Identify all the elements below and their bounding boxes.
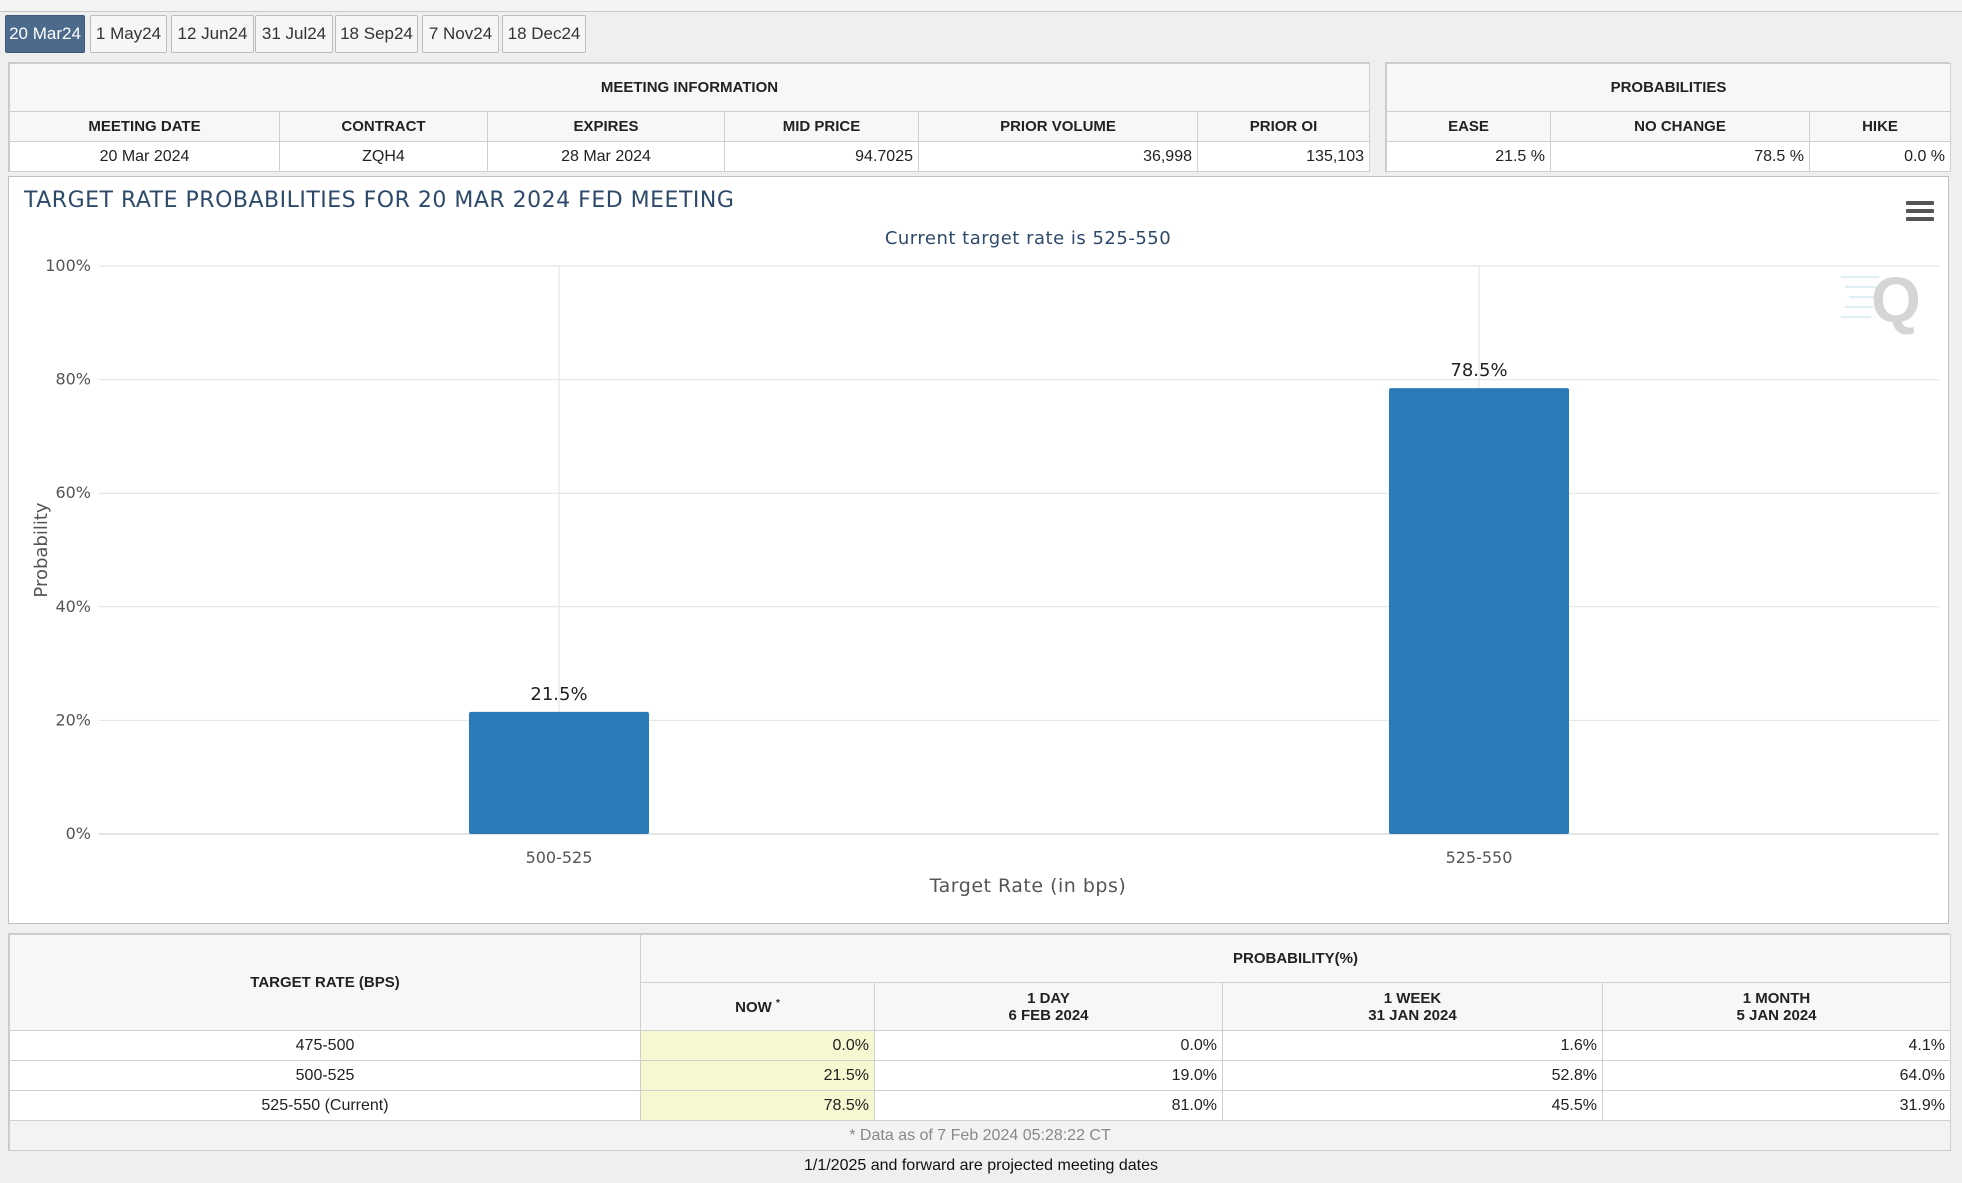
table-row: 475-500 0.0% 0.0% 1.6% 4.1% [9, 1030, 1951, 1061]
rate-cell: 475-500 [9, 1030, 641, 1061]
one-day-cell: 19.0% [874, 1060, 1223, 1091]
probability-header: PROBABILITY(%) [640, 934, 1951, 983]
hike-header: HIKE [1808, 111, 1952, 142]
one-month-cell: 64.0% [1602, 1060, 1951, 1091]
one-week-label: 1 WEEK [1383, 989, 1442, 1007]
x-axis-label: Target Rate (in bps) [929, 875, 1127, 897]
table-row: 525-550 (Current) 78.5% 81.0% 45.5% 31.9… [9, 1090, 1951, 1121]
prior-oi-header: PRIOR OI [1197, 111, 1370, 142]
expires-header: EXPIRES [487, 111, 725, 142]
tab-18-dec24[interactable]: 18 Dec24 [502, 15, 586, 53]
mid-price-header: MID PRICE [724, 111, 919, 142]
one-month-cell: 4.1% [1602, 1030, 1951, 1061]
chart-svg: TARGET RATE PROBABILITIES FOR 20 MAR 202… [23, 188, 1939, 897]
x-tick-label: 500-525 [526, 848, 593, 867]
target-rate-chart: TARGET RATE PROBABILITIES FOR 20 MAR 202… [8, 176, 1949, 924]
one-week-cell: 45.5% [1222, 1090, 1603, 1121]
watermark-logo: Q [1841, 264, 1921, 336]
prior-volume-header: PRIOR VOLUME [918, 111, 1198, 142]
meeting-information-panel: MEETING INFORMATION MEETING DATE CONTRAC… [8, 62, 1370, 172]
ease-value: 21.5 % [1386, 141, 1551, 172]
tab-20-mar24[interactable]: 20 Mar24 [5, 15, 85, 53]
hike-value: 0.0 % [1808, 141, 1952, 172]
one-month-header: 1 MONTH 5 JAN 2024 [1602, 982, 1951, 1031]
now-cell: 78.5% [640, 1090, 875, 1121]
ease-header: EASE [1386, 111, 1551, 142]
meeting-information-title: MEETING INFORMATION [9, 63, 1370, 112]
meeting-date-header: MEETING DATE [9, 111, 280, 142]
probabilities-panel: PROBABILITIES EASE NO CHANGE HIKE 21.5 %… [1385, 62, 1952, 172]
one-day-cell: 81.0% [874, 1090, 1223, 1121]
chart-menu-icon[interactable] [1906, 201, 1934, 225]
contract-header: CONTRACT [279, 111, 488, 142]
data-timestamp-note: * Data as of 7 Feb 2024 05:28:22 CT [9, 1120, 1951, 1151]
one-day-label: 1 DAY [1027, 989, 1070, 1007]
no-change-value: 78.5 % [1550, 141, 1810, 172]
svg-text:Q: Q [1871, 264, 1921, 336]
one-month-label: 1 MONTH [1742, 989, 1811, 1007]
target-rate-header: TARGET RATE (BPS) [9, 934, 641, 1031]
chart-title: TARGET RATE PROBABILITIES FOR 20 MAR 202… [23, 188, 734, 213]
bar [469, 711, 649, 834]
one-month-date: 5 JAN 2024 [1736, 1006, 1817, 1024]
tab-12-jun24[interactable]: 12 Jun24 [171, 15, 254, 53]
rate-cell: 525-550 (Current) [9, 1090, 641, 1121]
now-marker: * [775, 997, 780, 1009]
now-header: NOW * [640, 982, 875, 1031]
one-month-cell: 31.9% [1602, 1090, 1951, 1121]
chart-subtitle: Current target rate is 525-550 [885, 228, 1171, 249]
prior-oi-value: 135,103 [1197, 141, 1370, 172]
one-day-cell: 0.0% [874, 1030, 1223, 1061]
prior-volume-value: 36,998 [918, 141, 1198, 172]
chart-bars: 21.5% 500-525 78.5% 525-550 [469, 360, 1569, 867]
now-cell: 21.5% [640, 1060, 875, 1091]
data-label: 21.5% [530, 684, 587, 705]
projected-dates-note: 1/1/2025 and forward are projected meeti… [803, 1157, 1158, 1174]
probabilities-title: PROBABILITIES [1385, 63, 1952, 112]
y-axis-label: Probability [31, 502, 52, 597]
meeting-date-value: 20 Mar 2024 [9, 141, 280, 172]
data-label: 78.5% [1450, 360, 1507, 381]
y-tick-label: 20% [55, 710, 91, 729]
y-tick-label: 80% [55, 370, 91, 389]
expires-value: 28 Mar 2024 [487, 141, 725, 172]
y-tick-label: 60% [55, 483, 91, 502]
tab-1-may24[interactable]: 1 May24 [90, 15, 167, 53]
one-day-header: 1 DAY 6 FEB 2024 [874, 982, 1223, 1031]
no-change-header: NO CHANGE [1550, 111, 1810, 142]
table-row: 500-525 21.5% 19.0% 52.8% 64.0% [9, 1060, 1951, 1091]
x-tick-label: 525-550 [1446, 848, 1513, 867]
bar [1389, 388, 1569, 834]
y-tick-label: 40% [55, 597, 91, 616]
rate-cell: 500-525 [9, 1060, 641, 1091]
one-week-date: 31 JAN 2024 [1368, 1006, 1457, 1024]
tab-7-nov24[interactable]: 7 Nov24 [422, 15, 499, 53]
one-day-date: 6 FEB 2024 [1008, 1006, 1089, 1024]
tab-18-sep24[interactable]: 18 Sep24 [335, 15, 418, 53]
one-week-cell: 1.6% [1222, 1030, 1603, 1061]
probability-history-panel: TARGET RATE (BPS) PROBABILITY(%) NOW * 1… [8, 933, 1951, 1151]
contract-value: ZQH4 [279, 141, 488, 172]
one-week-header: 1 WEEK 31 JAN 2024 [1222, 982, 1603, 1031]
chart-grid: 0% 20% 40% 60% 80% 100% [45, 256, 1939, 843]
tab-31-jul24[interactable]: 31 Jul24 [255, 15, 333, 53]
y-tick-label: 100% [45, 256, 91, 275]
one-week-cell: 52.8% [1222, 1060, 1603, 1091]
now-cell: 0.0% [640, 1030, 875, 1061]
y-tick-label: 0% [66, 824, 91, 843]
top-border [0, 0, 1962, 12]
now-label: NOW [735, 998, 772, 1016]
mid-price-value: 94.7025 [724, 141, 919, 172]
